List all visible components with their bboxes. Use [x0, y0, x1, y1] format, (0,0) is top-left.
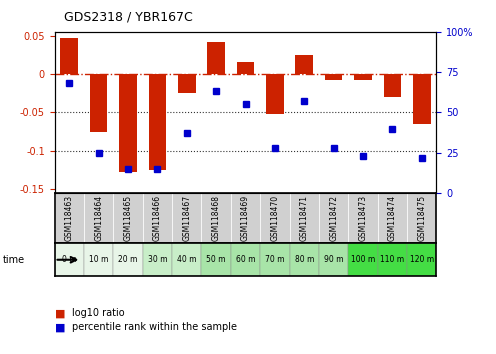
FancyBboxPatch shape	[201, 244, 231, 276]
Text: time: time	[2, 255, 25, 265]
FancyBboxPatch shape	[407, 193, 436, 244]
Text: GSM118469: GSM118469	[241, 195, 250, 241]
Text: GDS2318 / YBR167C: GDS2318 / YBR167C	[64, 10, 193, 23]
Bar	[90, 74, 108, 132]
FancyBboxPatch shape	[113, 193, 143, 244]
Bar	[149, 74, 166, 170]
Text: GSM118473: GSM118473	[359, 195, 368, 241]
Bar	[325, 74, 342, 80]
Text: 70 m: 70 m	[265, 255, 285, 264]
Text: 90 m: 90 m	[324, 255, 343, 264]
Bar	[383, 74, 401, 97]
Text: 120 m: 120 m	[410, 255, 434, 264]
Text: GSM118468: GSM118468	[212, 195, 221, 241]
Text: GSM118475: GSM118475	[417, 195, 426, 241]
Text: 20 m: 20 m	[119, 255, 138, 264]
Bar	[296, 55, 313, 74]
Bar	[237, 62, 254, 74]
Text: GSM118466: GSM118466	[153, 195, 162, 241]
Text: GSM118464: GSM118464	[94, 195, 103, 241]
Bar	[354, 74, 372, 80]
Text: 40 m: 40 m	[177, 255, 196, 264]
Text: GSM118463: GSM118463	[65, 195, 74, 241]
FancyBboxPatch shape	[55, 244, 84, 276]
Text: ■: ■	[55, 322, 65, 332]
FancyBboxPatch shape	[201, 193, 231, 244]
Bar	[207, 42, 225, 74]
Text: GSM118472: GSM118472	[329, 195, 338, 241]
FancyBboxPatch shape	[231, 193, 260, 244]
Text: GSM118471: GSM118471	[300, 195, 309, 241]
Bar	[61, 38, 78, 74]
FancyBboxPatch shape	[348, 193, 378, 244]
Bar	[178, 74, 195, 93]
FancyBboxPatch shape	[172, 193, 201, 244]
Text: 100 m: 100 m	[351, 255, 375, 264]
Text: GSM118474: GSM118474	[388, 195, 397, 241]
Text: ■: ■	[55, 308, 65, 318]
Text: GSM118465: GSM118465	[124, 195, 132, 241]
FancyBboxPatch shape	[290, 244, 319, 276]
Text: 0 m: 0 m	[62, 255, 76, 264]
FancyBboxPatch shape	[319, 193, 348, 244]
FancyBboxPatch shape	[260, 193, 290, 244]
Text: 10 m: 10 m	[89, 255, 108, 264]
FancyBboxPatch shape	[378, 193, 407, 244]
FancyBboxPatch shape	[407, 244, 436, 276]
Text: log10 ratio: log10 ratio	[72, 308, 124, 318]
Bar	[266, 74, 284, 114]
Text: GSM118470: GSM118470	[270, 195, 279, 241]
Text: 50 m: 50 m	[206, 255, 226, 264]
Bar	[413, 74, 431, 124]
FancyBboxPatch shape	[319, 244, 348, 276]
FancyBboxPatch shape	[143, 244, 172, 276]
Text: percentile rank within the sample: percentile rank within the sample	[72, 322, 237, 332]
Bar	[119, 74, 137, 172]
FancyBboxPatch shape	[348, 244, 378, 276]
FancyBboxPatch shape	[231, 244, 260, 276]
FancyBboxPatch shape	[143, 193, 172, 244]
Text: GSM118467: GSM118467	[182, 195, 191, 241]
Text: 60 m: 60 m	[236, 255, 255, 264]
Text: 30 m: 30 m	[148, 255, 167, 264]
Text: 110 m: 110 m	[380, 255, 404, 264]
FancyBboxPatch shape	[84, 193, 113, 244]
FancyBboxPatch shape	[172, 244, 201, 276]
FancyBboxPatch shape	[290, 193, 319, 244]
FancyBboxPatch shape	[260, 244, 290, 276]
FancyBboxPatch shape	[55, 193, 84, 244]
FancyBboxPatch shape	[113, 244, 143, 276]
FancyBboxPatch shape	[84, 244, 113, 276]
FancyBboxPatch shape	[378, 244, 407, 276]
Text: 80 m: 80 m	[295, 255, 314, 264]
